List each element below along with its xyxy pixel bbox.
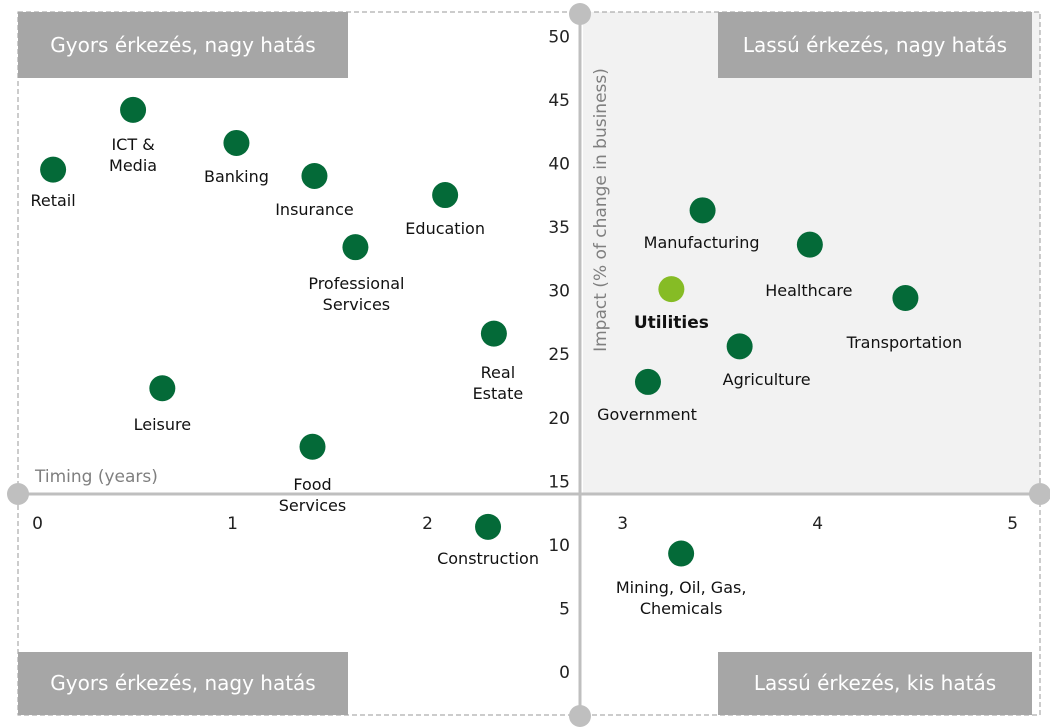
y-tick-label: 40 [548, 155, 570, 175]
axis-end [7, 483, 29, 505]
point-label: Mining, Oil, Gas, Chemicals [615, 577, 747, 618]
point [689, 197, 716, 224]
point [634, 368, 661, 395]
point-label: Education [405, 219, 485, 239]
point [892, 285, 919, 312]
point-label: Real Estate [472, 362, 524, 403]
y-tick-label: 50 [548, 27, 570, 47]
point-label: Agriculture [722, 370, 811, 390]
frame [17, 11, 1041, 716]
axis-end [569, 3, 591, 25]
point-label: Construction [437, 548, 539, 568]
y-tick-label: 15 [548, 472, 570, 492]
point-label: ICT & Media [109, 134, 158, 175]
point [299, 433, 326, 460]
point [658, 276, 685, 303]
point-label: Leisure [133, 415, 192, 435]
y-tick-label: 10 [548, 536, 570, 556]
x-tick-label: 5 [1007, 514, 1018, 534]
y-tick-label: 25 [548, 345, 570, 365]
axis-end [569, 705, 591, 727]
y-tick-label: 45 [548, 91, 570, 111]
x-tick-label: 3 [617, 514, 628, 534]
point [301, 162, 328, 189]
point-label: Professional Services [308, 274, 405, 315]
quadrant-label: Lassú érkezés, kis hatás [718, 652, 1032, 715]
point [726, 333, 753, 360]
axis-end [1029, 483, 1050, 505]
point-label: Food Services [278, 474, 347, 515]
y-axis-label: Impact (% of change in business) [591, 68, 611, 352]
point-label: Transportation [846, 333, 963, 353]
point [149, 375, 176, 402]
point-label: Insurance [275, 199, 354, 219]
point-label: Government [597, 404, 697, 424]
y-tick-label: 35 [548, 218, 570, 238]
y-tick-label: 0 [559, 663, 570, 683]
point [342, 234, 369, 261]
y-tick-label: 30 [548, 282, 570, 302]
quadrant-label: Gyors érkezés, nagy hatás [18, 652, 348, 715]
point [223, 129, 250, 156]
point [796, 231, 823, 258]
point [475, 513, 502, 540]
point [40, 156, 67, 183]
x-tick-label: 4 [812, 514, 823, 534]
point-label: Manufacturing [643, 233, 760, 253]
y-tick-label: 5 [559, 599, 570, 619]
quadrant-label: Lassú érkezés, nagy hatás [718, 12, 1032, 78]
point [668, 540, 695, 567]
point [480, 320, 507, 347]
x-axis-label: Timing (years) [34, 467, 158, 487]
x-tick-label: 1 [227, 514, 238, 534]
point-label: Healthcare [765, 280, 853, 300]
x-tick-label: 2 [422, 514, 433, 534]
x-tick-label: 0 [32, 514, 43, 534]
point-label: Banking [203, 166, 269, 186]
point [432, 182, 459, 209]
point-label: Retail [30, 190, 76, 210]
y-tick-label: 20 [548, 409, 570, 429]
point [120, 96, 147, 123]
quadrant-label: Gyors érkezés, nagy hatás [18, 12, 348, 78]
point-label: Utilities [633, 313, 709, 334]
